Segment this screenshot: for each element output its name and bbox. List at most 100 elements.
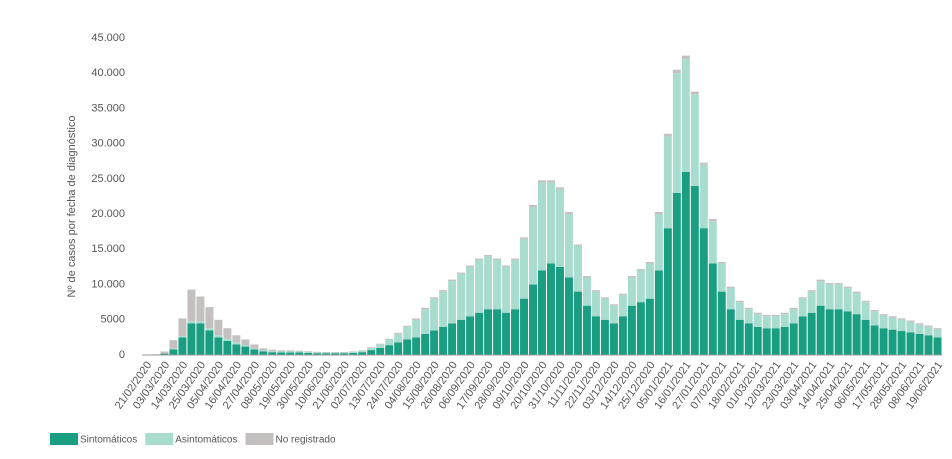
- bar-segment: [466, 267, 474, 316]
- bar-segment: [808, 290, 816, 291]
- bar-segment: [367, 348, 375, 350]
- bar-segment: [862, 301, 870, 302]
- bar-segment: [646, 263, 654, 298]
- y-tick-label: 10.000: [91, 278, 125, 290]
- bar-segment: [664, 134, 672, 137]
- bar-segment: [412, 320, 420, 338]
- bar-segment: [835, 309, 843, 355]
- bar-segment: [709, 219, 717, 221]
- bar-segment: [547, 182, 555, 263]
- bar-segment: [934, 337, 942, 355]
- bar-segment: [187, 289, 195, 321]
- bar-segment: [916, 323, 924, 324]
- bar-segment: [907, 320, 915, 321]
- bar-segment: [565, 212, 573, 214]
- bar-segment: [880, 316, 888, 329]
- bar-segment: [853, 293, 861, 314]
- bar-segment: [664, 228, 672, 355]
- bar-segment: [259, 351, 267, 355]
- bar-segment: [241, 347, 249, 355]
- bar-segment: [673, 73, 681, 193]
- bar-segment: [691, 94, 699, 186]
- bar-segment: [754, 327, 762, 355]
- bar-segment: [754, 313, 762, 314]
- bar-segment: [241, 340, 249, 346]
- bar-segment: [556, 267, 564, 355]
- bar-segment: [871, 325, 879, 355]
- bar-segment: [205, 307, 213, 328]
- bar-segment: [700, 163, 708, 165]
- bar-segment: [421, 334, 429, 355]
- bar-segment: [394, 342, 402, 355]
- bar-segment: [367, 350, 375, 355]
- bar-segment: [448, 280, 456, 281]
- bar-segment: [169, 340, 177, 348]
- bar-segment: [718, 262, 726, 263]
- bar-segment: [925, 325, 933, 326]
- bar-segment: [313, 353, 321, 354]
- y-tick-label: 40.000: [91, 67, 125, 79]
- bar-segment: [439, 290, 447, 291]
- bar-segment: [178, 318, 186, 336]
- bar-segment: [502, 266, 510, 267]
- bar-segment: [808, 292, 816, 313]
- bar-segment: [790, 323, 798, 355]
- bar-segment: [511, 309, 519, 355]
- bar-segment: [223, 328, 231, 339]
- bar-segment: [727, 309, 735, 355]
- bar-segment: [367, 347, 375, 348]
- bar-segment: [412, 318, 420, 319]
- bar-segment: [601, 320, 609, 355]
- bar-segment: [340, 352, 348, 353]
- bar-segment: [178, 336, 186, 337]
- bar-segment: [826, 309, 834, 355]
- bar-segment: [448, 323, 456, 355]
- bar-segment: [322, 352, 330, 353]
- y-tick-label: 5000: [101, 314, 125, 326]
- bar-segment: [232, 344, 240, 355]
- y-tick-label: 15.000: [91, 243, 125, 255]
- bar-segment: [520, 237, 528, 238]
- bar-segment: [502, 267, 510, 313]
- bar-segment: [385, 340, 393, 346]
- bar-segment: [763, 316, 771, 328]
- bar-segment: [295, 351, 303, 352]
- bar-segment: [772, 315, 780, 316]
- legend-swatch: [50, 433, 78, 445]
- bar-segment: [736, 301, 744, 302]
- bar-segment: [520, 299, 528, 355]
- bar-segment: [529, 205, 537, 207]
- bar-segment: [268, 351, 276, 352]
- bar-segment: [457, 274, 465, 320]
- legend-swatch: [246, 433, 274, 445]
- bar-segment: [718, 263, 726, 291]
- bar-segment: [682, 56, 690, 60]
- bar-segment: [745, 308, 753, 309]
- bar-segment: [889, 330, 897, 355]
- bar-segment: [826, 283, 834, 284]
- bar-segment: [295, 351, 303, 352]
- bar-segment: [637, 270, 645, 302]
- bar-segment: [835, 283, 843, 284]
- bar-segment: [178, 337, 186, 355]
- bar-segment: [745, 323, 753, 355]
- bar-segment: [790, 308, 798, 309]
- bar-segment: [358, 351, 366, 352]
- bar-segment: [619, 316, 627, 355]
- bar-segment: [277, 351, 285, 352]
- bar-segment: [646, 262, 654, 263]
- bar-segment: [889, 316, 897, 317]
- bar-segment: [304, 352, 312, 353]
- bar-segment: [916, 334, 924, 355]
- bar-segment: [583, 276, 591, 277]
- bar-segment: [250, 344, 258, 348]
- bar-segment: [484, 255, 492, 256]
- bar-segment: [916, 325, 924, 334]
- bar-segment: [394, 333, 402, 334]
- bar-segment: [340, 353, 348, 354]
- bar-segment: [394, 334, 402, 342]
- y-tick-label: 35.000: [91, 102, 125, 114]
- bar-segment: [565, 214, 573, 277]
- bar-segment: [187, 323, 195, 355]
- bar-segment: [628, 306, 636, 355]
